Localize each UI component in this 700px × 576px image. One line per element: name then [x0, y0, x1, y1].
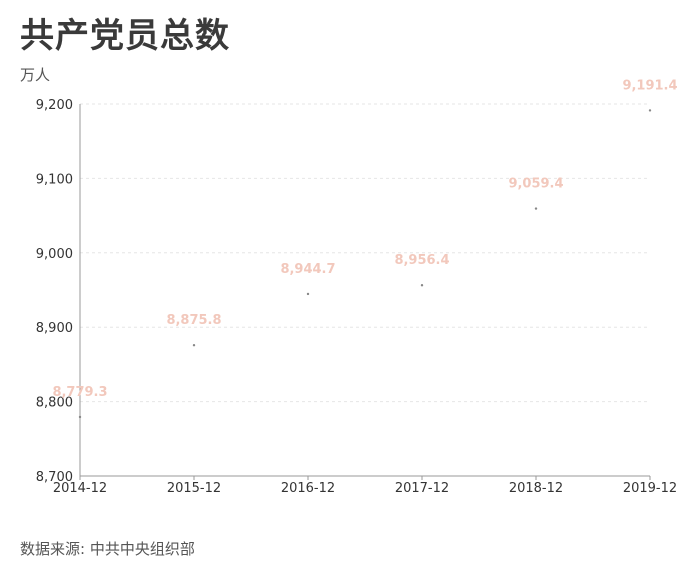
data-label: 8,956.4 — [394, 253, 449, 268]
grid-lines — [80, 103, 650, 403]
x-tick-label: 2015-12 — [167, 481, 221, 496]
y-tick-label: 8,900 — [36, 321, 73, 336]
data-label: 9,059.4 — [508, 177, 563, 192]
x-tick-label: 2017-12 — [395, 481, 449, 496]
data-point — [192, 344, 196, 347]
data-label: 8,944.7 — [280, 262, 335, 277]
data-point — [306, 292, 310, 296]
x-tick-label: 2018-12 — [509, 481, 563, 496]
data-source: 数据来源: 中共中央组织部 — [20, 540, 195, 558]
y-tick-label: 8,800 — [36, 396, 73, 411]
axes — [79, 104, 651, 480]
chart-title: 共产党员总数 — [20, 16, 230, 56]
data-label: 8,875.8 — [166, 313, 221, 328]
data-point — [534, 207, 538, 210]
x-tick-labels: 2014-12 2015-12 2016-12 2017-12 2018-12 2019-… — [53, 481, 677, 496]
y-tick-label: 8,700 — [36, 470, 73, 485]
data-point — [78, 415, 82, 419]
x-tick-label: 2019-12 — [623, 481, 677, 496]
y-axis-unit: 万人 — [20, 66, 51, 84]
x-tick-label: 2016-12 — [281, 481, 335, 496]
data-labels: 8,779.3 8,875.8 8,944.7 8,956.4 9,059.4 9,191… — [52, 78, 677, 400]
data-point — [420, 284, 424, 287]
x-tick-label: 2014-12 — [53, 481, 107, 496]
data-points — [78, 109, 652, 419]
y-tick-labels: 8,700 8,800 8,900 9,000 9,100 9,200 — [36, 98, 73, 485]
data-point — [648, 109, 652, 112]
data-label: 9,191.4 — [622, 78, 677, 93]
data-label: 8,779.3 — [52, 385, 107, 400]
y-tick-label: 9,100 — [36, 172, 73, 187]
y-tick-label: 9,000 — [36, 247, 73, 262]
y-tick-label: 9,200 — [36, 98, 73, 113]
